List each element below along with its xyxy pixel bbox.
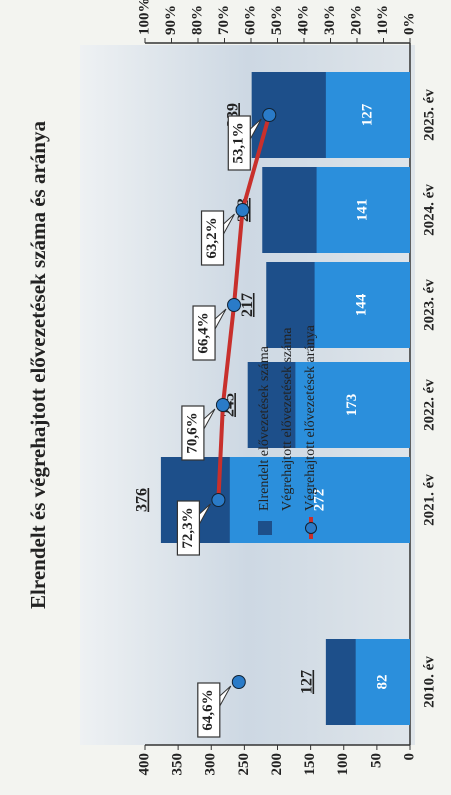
ratio-marker [227,298,242,312]
legend-marker [305,522,317,534]
bar [316,167,410,253]
ratio-label: 63,2% [204,217,220,258]
legend-label: Elrendelt elővezetések száma [257,345,272,511]
x-tick-label: 2024. év [421,184,437,236]
y2-tick-label: 0% [401,13,417,36]
y-tick-label: 200 [269,753,285,776]
bar [229,457,410,543]
x-tick-label: 2010. év [421,656,437,708]
label-box [181,405,205,461]
value-label: 82 [374,675,390,690]
x-tick-label: 2021. év [421,474,437,526]
y-tick-label: 300 [203,753,219,776]
y-tick-label: 150 [302,753,318,776]
ratio-label: 53,1% [231,122,247,163]
y2-tick-label: 80% [189,5,205,35]
label-box [197,682,221,738]
value-label: 272 [311,489,327,512]
total-label: 217 [239,293,256,317]
x-tick-label: 2025. év [421,89,437,141]
y-tick-label: 0 [401,753,417,761]
y2-tick-label: 70% [216,5,232,35]
y2-tick-label: 90% [163,5,179,35]
y2-tick-label: 60% [242,5,258,35]
bar [295,362,411,448]
label-box [227,115,251,171]
bar [355,639,410,725]
ratio-label: 72,3% [180,507,196,548]
label-box [176,500,201,556]
y2-tick-label: 20% [348,5,364,35]
total-label: 376 [134,488,151,512]
ratio-marker [215,398,230,412]
value-label: 141 [355,199,371,222]
value-label: 173 [344,394,360,417]
ratio-label: 70,6% [184,412,200,453]
label-box [192,305,216,361]
y-tick-label: 250 [236,753,252,776]
rotated-chart: Elrendelt és végrehajtott elővezetések s… [26,0,438,776]
y2-tick-label: 40% [295,5,311,35]
x-tick-label: 2023. év [421,279,437,331]
bar [314,262,411,348]
y2-tick-label: 10% [375,5,391,35]
legend-swatch [258,521,272,535]
chart-title: Elrendelt és végrehajtott elővezetések s… [26,121,50,609]
legend-swatch [281,521,295,535]
ratio-marker [211,493,226,507]
ratio-label: 64,6% [200,689,216,730]
ratio-marker [262,108,277,122]
legend-label: Végrehajtott elővezetések aránya [303,324,318,511]
y-tick-label: 50 [368,753,384,768]
y-tick-label: 100 [335,753,351,776]
y-tick-label: 350 [170,753,186,776]
value-label: 127 [359,103,375,126]
y-tick-label: 400 [136,753,152,776]
ratio-label: 66,4% [195,312,211,353]
ratio-marker [231,675,246,689]
bar [325,72,410,158]
x-tick-label: 2022. év [421,379,437,431]
y2-tick-label: 100% [136,0,152,35]
ratio-marker [235,203,250,217]
y2-tick-label: 50% [269,5,285,35]
y2-tick-label: 30% [322,5,338,35]
value-label: 144 [354,293,370,316]
total-label: 127 [299,670,316,694]
label-box [200,210,225,266]
legend-label: Végrehajtott elővezetések száma [280,327,295,511]
